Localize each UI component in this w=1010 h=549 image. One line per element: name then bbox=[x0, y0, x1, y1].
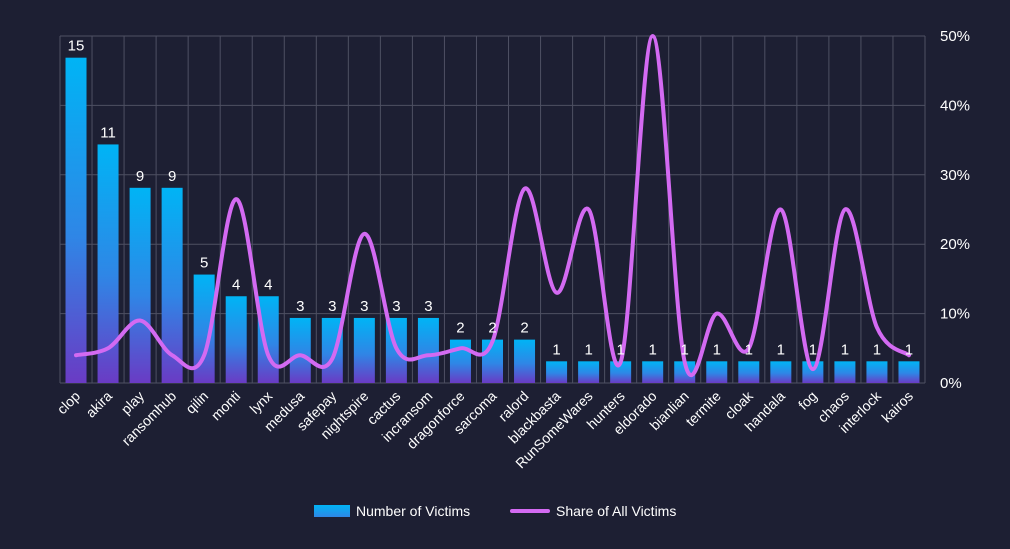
bar-value-label: 5 bbox=[200, 255, 208, 272]
bar-clop bbox=[65, 57, 87, 383]
bar-akira bbox=[97, 144, 119, 383]
bar-lynx bbox=[257, 296, 279, 383]
y-right-tick-label: 50% bbox=[940, 28, 970, 45]
bars bbox=[65, 57, 920, 383]
bar-ransomhub bbox=[161, 187, 183, 383]
bar-value-label: 2 bbox=[520, 320, 528, 337]
bar-value-label: 4 bbox=[264, 276, 272, 293]
share-line-path bbox=[74, 34, 911, 377]
bar-RunSomeWares bbox=[578, 361, 600, 383]
bar-value-label: 3 bbox=[296, 298, 304, 315]
bar-value-label: 3 bbox=[392, 298, 400, 315]
bar-dragonforce bbox=[449, 339, 471, 383]
bar-value-label: 2 bbox=[488, 320, 496, 337]
bar-value-label: 1 bbox=[777, 341, 785, 358]
y-right-tick-label: 40% bbox=[940, 97, 970, 114]
bar-value-label: 1 bbox=[552, 341, 560, 358]
bar-value-label: 1 bbox=[713, 341, 721, 358]
bar-value-label: 2 bbox=[456, 320, 464, 337]
bar-value-label: 1 bbox=[681, 341, 689, 358]
bar-hunters bbox=[610, 361, 632, 383]
bar-fog bbox=[802, 361, 824, 383]
bar-eldorado bbox=[642, 361, 664, 383]
bar-medusa bbox=[289, 317, 311, 383]
share-line bbox=[74, 34, 911, 377]
bar-cloak bbox=[738, 361, 760, 383]
bar-value-label: 9 bbox=[136, 168, 144, 185]
bar-handala bbox=[770, 361, 792, 383]
y-right-tick-label: 20% bbox=[940, 236, 970, 253]
bar-chaos bbox=[834, 361, 856, 383]
x-tick-label: akira bbox=[82, 388, 115, 421]
bar-value-label: 1 bbox=[745, 341, 753, 358]
bar-value-label: 1 bbox=[809, 341, 817, 358]
bar-incransom bbox=[417, 317, 439, 383]
x-tick-label: monti bbox=[208, 388, 244, 424]
bar-bianlian bbox=[674, 361, 696, 383]
bar-value-label: 1 bbox=[841, 341, 849, 358]
bar-qilin bbox=[193, 274, 215, 383]
bar-value-label: 1 bbox=[616, 341, 624, 358]
bar-play bbox=[129, 187, 151, 383]
bar-monti bbox=[225, 296, 247, 383]
bar-interlock bbox=[866, 361, 888, 383]
y-right-tick-label: 10% bbox=[940, 306, 970, 323]
legend-bar-label: Number of Victims bbox=[356, 503, 470, 519]
bar-value-label: 1 bbox=[649, 341, 657, 358]
bar-value-label: 15 bbox=[68, 38, 85, 55]
legend-bar-swatch bbox=[314, 505, 350, 517]
bar-ralord bbox=[514, 339, 536, 383]
y-right-tick-label: 30% bbox=[940, 167, 970, 184]
bar-value-label: 3 bbox=[424, 298, 432, 315]
bar-termite bbox=[706, 361, 728, 383]
x-tick-label: clop bbox=[54, 388, 84, 418]
x-tick-label: kairos bbox=[878, 388, 916, 426]
bar-value-label: 4 bbox=[232, 276, 240, 293]
bar-value-label: 1 bbox=[584, 341, 592, 358]
y-axis-right: 0% 10% 20% 30% 40% 50% bbox=[940, 28, 970, 392]
bar-value-label: 3 bbox=[328, 298, 336, 315]
y-right-tick-label: 0% bbox=[940, 375, 962, 392]
bar-nightspire bbox=[353, 317, 375, 383]
bar-value-label: 1 bbox=[905, 341, 913, 358]
x-tick-label: fog bbox=[795, 388, 820, 413]
bar-value-label: 3 bbox=[360, 298, 368, 315]
bar-value-label: 1 bbox=[873, 341, 881, 358]
legend-line-label: Share of All Victims bbox=[556, 503, 676, 519]
bar-kairos bbox=[898, 361, 920, 383]
x-tick-label: termite bbox=[682, 388, 724, 430]
bar-blackbasta bbox=[546, 361, 568, 383]
legend: Number of Victims Share of All Victims bbox=[314, 503, 676, 519]
bar-value-label: 9 bbox=[168, 168, 176, 185]
bar-value-label: 11 bbox=[100, 124, 116, 141]
